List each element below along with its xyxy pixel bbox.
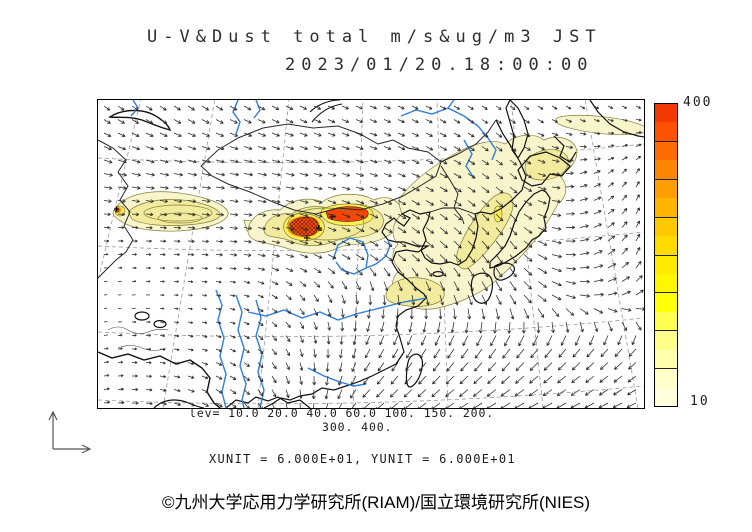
dust-gobi-core-east [325, 206, 369, 222]
colorbar-step [655, 349, 677, 370]
map-panel [97, 99, 645, 409]
colorbar-step [655, 217, 677, 237]
colorbar-step [655, 179, 677, 199]
colorbar [654, 103, 678, 407]
vector-units-line: XUNIT = 6.000E+01, YUNIT = 6.000E+01 [209, 452, 516, 466]
coastline-layer [98, 100, 644, 408]
colorbar-min-label: 10 [690, 394, 710, 409]
wind-vectors-layer [103, 105, 644, 408]
dust-maxima-marks [114, 206, 335, 241]
colorbar-step [655, 236, 677, 256]
colorbar-step [655, 369, 677, 388]
axes-indicator-icon [48, 410, 92, 454]
copyright-text: ©九州大学応用力学研究所(RIAM)/国立環境研究所(NIES) [161, 493, 591, 512]
colorbar-step [655, 141, 677, 161]
contour-levels-line2: 300. 400. [322, 420, 393, 434]
colorbar-step [655, 104, 677, 123]
dust-map [98, 100, 644, 408]
colorbar-step [655, 255, 677, 274]
colorbar-step [655, 311, 677, 332]
borders-layer [98, 119, 497, 279]
colorbar-step [655, 293, 677, 312]
contour-levels-line1: lev= 10.0 20.0 40.0 60.0 100. 150. 200. [189, 406, 495, 420]
colorbar-step [655, 198, 677, 218]
dust-contours-layer [112, 114, 644, 310]
colorbar-step [655, 122, 677, 142]
chart-title: U-V&Dust total m/s&ug/m3 JST [147, 27, 602, 47]
colorbar-step [655, 387, 677, 406]
colorbar-step [655, 273, 677, 294]
chart-timestamp: 2023/01/20.18:00:00 [285, 55, 594, 75]
colorbar-max-label: 400 [683, 95, 713, 110]
colorbar-step [655, 160, 677, 180]
colorbar-step [655, 331, 677, 350]
